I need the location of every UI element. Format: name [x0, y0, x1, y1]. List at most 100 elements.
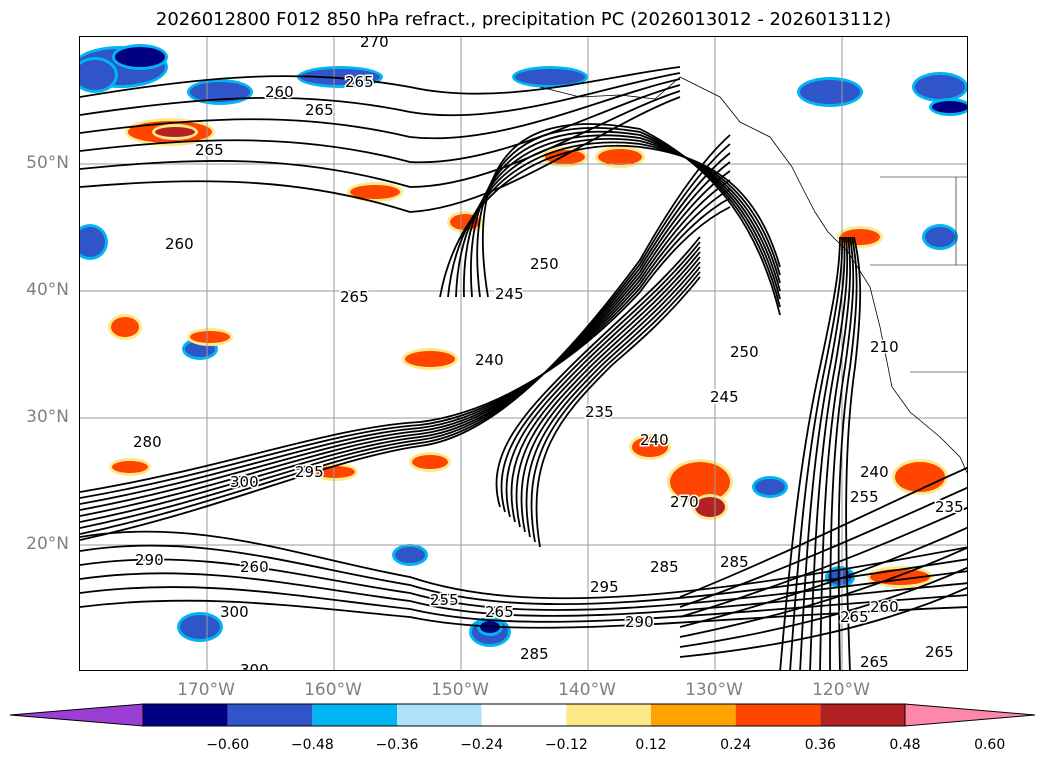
- contour-label: 265: [340, 288, 369, 306]
- colorbar-segment: [227, 704, 313, 726]
- precip-area: [755, 479, 785, 495]
- lon-label: 170°W: [177, 680, 235, 700]
- refractivity-contour: [80, 544, 967, 606]
- lon-label: 160°W: [304, 680, 362, 700]
- refractivity-contour: [80, 170, 731, 517]
- refractivity-contour: [80, 161, 731, 523]
- refractivity-contour: [495, 236, 701, 508]
- refractivity-contour: [482, 123, 781, 316]
- contour-label: 265: [925, 643, 954, 661]
- lat-label: 30°N: [26, 407, 69, 427]
- refractivity-contour: [510, 251, 701, 523]
- precip-area: [395, 547, 425, 563]
- contour-label: 240: [860, 463, 889, 481]
- contour-label: 265: [195, 141, 224, 159]
- contour-label: 245: [495, 285, 524, 303]
- contour-label: 260: [165, 235, 194, 253]
- refractivity-contour: [845, 236, 862, 670]
- refractivity-contour: [809, 236, 849, 670]
- map-panel[interactable]: 265 260 265 270 265 260 265 250 245 240 235 250 245 2…: [79, 36, 968, 671]
- contour-label: 270: [360, 37, 389, 51]
- refractivity-contour: [837, 236, 858, 670]
- contour-label: 290: [135, 551, 164, 569]
- contour-label: 235: [935, 498, 964, 516]
- colorbar-tick-label: −0.60: [206, 737, 250, 753]
- contour-label: 235: [585, 403, 614, 421]
- contour-label: 265: [840, 608, 869, 626]
- colorbar-tick-label: 0.36: [804, 737, 836, 753]
- contour-label: 240: [475, 351, 504, 369]
- contour-label: 270: [670, 493, 699, 511]
- refractivity-contour: [500, 241, 701, 513]
- refractivity-contour: [80, 206, 731, 493]
- precip-area: [80, 60, 115, 90]
- refractivity-contour: [80, 558, 967, 611]
- precip-area: [895, 462, 945, 492]
- refractivity-contour: [80, 179, 731, 511]
- refractivity-contour: [80, 96, 681, 213]
- refractivity-contour: [789, 236, 844, 670]
- contour-labels: 2652602652702652602652502452402352502452…: [132, 37, 966, 671]
- refractivity-contour: [679, 546, 967, 638]
- refractivity-contour: [779, 236, 841, 670]
- precip-area: [112, 461, 148, 473]
- contour-label: 265: [305, 101, 334, 119]
- precip-area: [915, 75, 965, 99]
- contour-label: 285: [520, 645, 549, 663]
- lon-label: 120°W: [812, 680, 870, 700]
- colorbar-tick-label: 0.12: [635, 737, 667, 753]
- precip-area: [111, 317, 139, 337]
- colorbar-segment: [312, 704, 397, 726]
- precip-area: [932, 101, 967, 113]
- refractivity-contour: [476, 127, 781, 308]
- lon-label: 150°W: [431, 680, 489, 700]
- precip-area: [155, 127, 195, 137]
- colorbar-extend-max: [904, 703, 1036, 727]
- contour-label: 285: [650, 558, 679, 576]
- contour-label: 290: [625, 613, 654, 631]
- contour-label: 210: [870, 338, 899, 356]
- refractivity-contour: [80, 78, 681, 140]
- contour-label: 265: [860, 653, 889, 671]
- contour-label: 250: [530, 255, 559, 273]
- contour-label: 295: [295, 463, 324, 481]
- contour-label: 265: [345, 73, 374, 91]
- border-line: [870, 176, 967, 373]
- contour-label: 260: [870, 598, 899, 616]
- refractivity-contour: [829, 236, 855, 670]
- contour-label: 250: [730, 343, 759, 361]
- refractivity-contours: [80, 66, 967, 670]
- precip-area: [632, 437, 668, 457]
- contour-label: 300: [230, 473, 259, 491]
- colorbar: [9, 703, 1036, 727]
- refractivity-contour: [80, 152, 731, 529]
- contour-label: 280: [133, 433, 162, 451]
- refractivity-contour: [679, 486, 967, 608]
- colorbar-segment: [735, 704, 821, 726]
- lon-label: 130°W: [685, 680, 743, 700]
- precip-area: [300, 69, 380, 85]
- colorbar-outline: [142, 703, 906, 727]
- refractivity-contour: [520, 261, 701, 533]
- precip-area: [412, 455, 448, 469]
- refractivity-contour: [80, 90, 681, 188]
- precip-area: [515, 69, 585, 85]
- refractivity-contour: [679, 506, 967, 618]
- refractivity-contour: [80, 143, 731, 535]
- precip-area: [115, 47, 165, 67]
- refractivity-contour: [80, 188, 731, 505]
- colorbar-segment: [566, 704, 651, 726]
- precip-area: [350, 185, 400, 199]
- colorbar-segment: [143, 704, 228, 726]
- refractivity-contour: [679, 526, 967, 628]
- coastline: [539, 76, 681, 100]
- refractivity-contour: [535, 276, 701, 548]
- colorbar-tick-label: −0.12: [544, 737, 588, 753]
- refractivity-contour: [679, 586, 967, 658]
- colorbar-tick-label: −0.48: [290, 737, 334, 753]
- contour-label: 300: [240, 661, 269, 671]
- refractivity-contour: [530, 271, 701, 543]
- precip-area: [80, 227, 105, 257]
- contour-label: 295: [590, 578, 619, 596]
